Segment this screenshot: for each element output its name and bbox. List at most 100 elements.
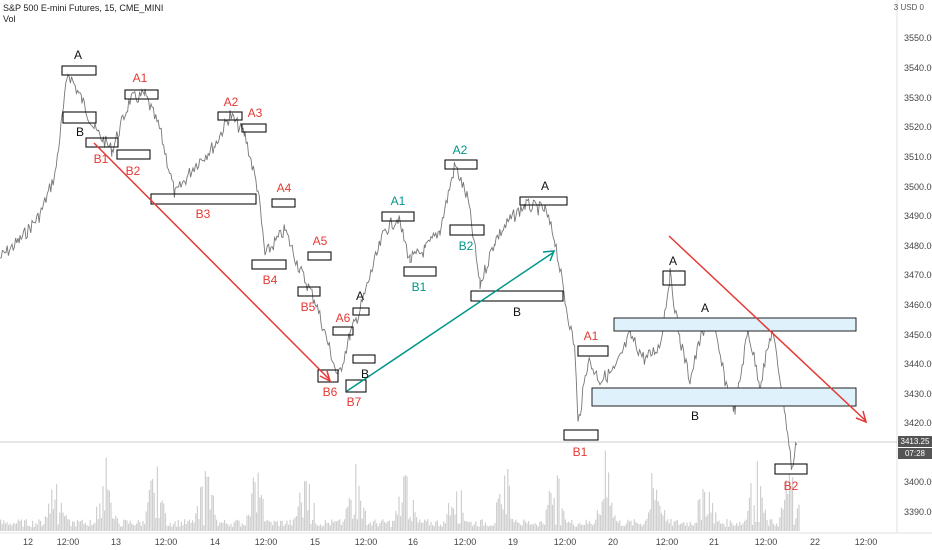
volume-bar	[774, 525, 776, 531]
volume-bar	[793, 524, 795, 531]
red-arrow-down-left[interactable]	[93, 142, 331, 381]
volume-bar	[539, 521, 541, 531]
volume-bar	[492, 525, 494, 531]
volume-bar	[571, 520, 573, 531]
zone-upper[interactable]	[613, 317, 857, 332]
box-b7[interactable]	[345, 379, 367, 393]
volume-bar	[408, 519, 410, 531]
box-a-right[interactable]	[519, 196, 568, 206]
volume-bar	[745, 519, 747, 531]
volume-bar	[246, 515, 248, 531]
box-a1-teal[interactable]	[381, 211, 415, 222]
zone-lower[interactable]	[591, 387, 857, 407]
symbol-title[interactable]: S&P 500 E-mini Futures, 15, CME_MINI	[3, 3, 164, 13]
box-b3[interactable]	[150, 193, 257, 205]
volume-bar	[640, 523, 642, 531]
annotation-label: A	[669, 254, 677, 268]
volume-bar	[507, 469, 509, 531]
volume-bar	[257, 472, 259, 531]
volume-bar	[684, 525, 686, 531]
volume-bar	[606, 497, 608, 531]
volume-bar	[777, 526, 779, 531]
volume-bar	[555, 524, 557, 531]
volume-bar	[534, 523, 536, 531]
box-b1[interactable]	[85, 137, 119, 148]
volume-bar	[302, 517, 304, 531]
volume-bar	[792, 477, 794, 531]
volume-bar	[651, 473, 653, 531]
volume-bar	[174, 521, 176, 531]
volume-bar	[43, 524, 45, 531]
volume-bar	[643, 524, 645, 531]
annotation-label: B2	[126, 164, 141, 178]
volume-bar	[712, 502, 714, 531]
volume-bar	[259, 497, 261, 531]
volume-bar	[403, 476, 405, 531]
box-b-right[interactable]	[470, 290, 564, 302]
box-a3[interactable]	[241, 123, 267, 133]
teal-arrow-up[interactable]	[346, 251, 555, 392]
red-arrow-down-right[interactable]	[668, 235, 867, 422]
box-a1[interactable]	[124, 89, 159, 100]
volume-bar	[64, 516, 66, 531]
volume-bar	[299, 492, 301, 531]
box-a-peak[interactable]	[662, 270, 686, 286]
box-b6[interactable]	[317, 369, 339, 383]
annotation-label: B4	[263, 273, 278, 287]
box-a5[interactable]	[307, 251, 332, 261]
box-b1-right[interactable]	[563, 429, 599, 441]
time-axis[interactable]: 12 12:00 13 12:00 14 12:00 15 12:00 16 12:00 19 12:…	[23, 537, 877, 547]
box-b2[interactable]	[116, 149, 151, 160]
volume-bar	[166, 525, 168, 531]
volume-bar	[318, 525, 320, 531]
box-b-top[interactable]	[62, 111, 97, 124]
volume-bar	[179, 526, 181, 531]
price-tick-label: 3490.00	[904, 211, 932, 221]
box-a1-right[interactable]	[577, 345, 609, 357]
annotation-label: B	[691, 409, 699, 423]
volume-bar	[668, 523, 670, 531]
volume-bar	[595, 519, 597, 531]
volume-bar	[704, 492, 706, 531]
volume-bar	[630, 520, 632, 531]
box-a2-red[interactable]	[217, 111, 243, 121]
volume-bar	[89, 520, 91, 531]
volume-bar	[702, 489, 704, 531]
box-b2-right[interactable]	[774, 463, 808, 475]
volume-bar	[123, 519, 125, 531]
volume-bar	[710, 512, 712, 531]
volume-bar	[448, 503, 450, 531]
volume-bar	[262, 498, 264, 531]
volume-bar	[180, 521, 182, 531]
box-a-top[interactable]	[61, 65, 97, 76]
volume-bar	[780, 507, 782, 531]
volume-bar	[76, 519, 78, 531]
volume-bar	[649, 509, 651, 531]
box-a6[interactable]	[332, 326, 354, 336]
volume-bar	[368, 524, 370, 531]
volume-bar	[348, 498, 350, 531]
volume-bar	[254, 482, 256, 531]
volume-bar	[8, 525, 10, 531]
time-tick-label: 16	[408, 537, 418, 547]
volume-bar	[283, 525, 285, 531]
box-a2-teal[interactable]	[444, 159, 478, 170]
box-b1-teal[interactable]	[403, 266, 437, 277]
volume-bar	[443, 521, 445, 531]
currency-label[interactable]: 3 USD 0	[893, 3, 924, 12]
box-a4[interactable]	[271, 198, 296, 208]
box-b2-teal[interactable]	[449, 224, 485, 236]
time-tick-label: 13	[111, 537, 121, 547]
volume-bar	[276, 521, 278, 531]
volume-bar	[473, 524, 475, 531]
volume-bar	[748, 497, 750, 531]
volume-bar	[670, 519, 672, 531]
box-b4[interactable]	[251, 259, 287, 270]
box-b5[interactable]	[297, 286, 321, 297]
volume-indicator-label[interactable]: Vol	[3, 14, 16, 24]
box-a-mid[interactable]	[352, 307, 370, 316]
volume-bar	[84, 522, 86, 531]
box-b-mid[interactable]	[352, 354, 376, 364]
volume-bar	[294, 517, 296, 531]
